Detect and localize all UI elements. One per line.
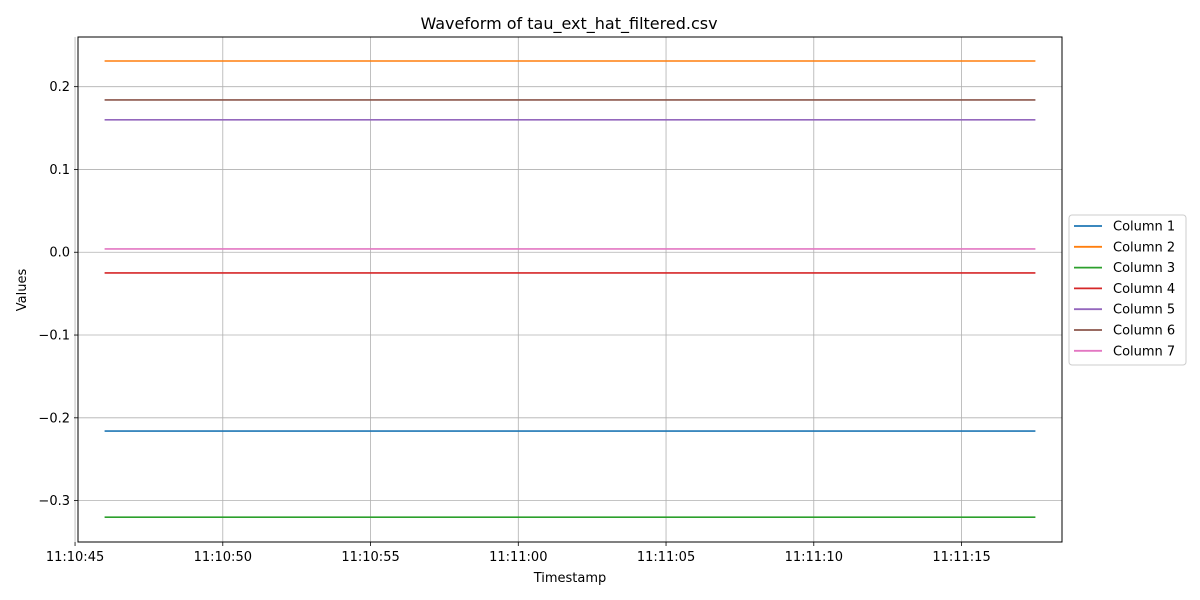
legend-label-column-1: Column 1	[1113, 220, 1175, 235]
legend-frame	[1068, 214, 1187, 366]
y-axis: −0.3 −0.2 −0.1 0.0 0.1 0.2	[38, 80, 78, 509]
chart-title: Waveform of tau_ext_hat_filtered.csv	[420, 14, 717, 34]
legend: Column 1 Column 2 Column 3 Column 4 Column 5…	[1068, 214, 1187, 366]
plot-frame	[77, 36, 1063, 543]
x-tick-label: 11:11:00	[489, 550, 547, 565]
series-lines	[104, 60, 1036, 518]
x-axis: 11:10:45 11:10:50 11:10:55 11:11:00 11:11:05…	[46, 542, 991, 565]
legend-label-column-6: Column 6	[1113, 324, 1175, 339]
y-tick-label: 0.0	[49, 246, 70, 261]
legend-label-column-5: Column 5	[1113, 303, 1175, 318]
x-axis-label: Timestamp	[533, 571, 607, 586]
y-tick-label: 0.1	[49, 163, 70, 178]
x-tick-label: 11:11:15	[932, 550, 990, 565]
x-tick-label: 11:10:50	[194, 550, 252, 565]
y-tick-label: 0.2	[49, 80, 70, 95]
y-tick-label: −0.3	[38, 494, 70, 509]
legend-label-column-3: Column 3	[1113, 261, 1175, 276]
grid-lines	[74, 37, 1062, 542]
x-tick-label: 11:10:45	[46, 550, 104, 565]
legend-label-column-7: Column 7	[1113, 344, 1175, 359]
y-tick-label: −0.1	[38, 329, 70, 344]
x-tick-label: 11:11:10	[785, 550, 843, 565]
y-axis-label: Values	[15, 269, 30, 312]
x-tick-label: 11:10:55	[341, 550, 399, 565]
legend-label-column-4: Column 4	[1113, 282, 1175, 297]
y-tick-label: −0.2	[38, 411, 70, 426]
x-tick-label: 11:11:05	[637, 550, 695, 565]
legend-label-column-2: Column 2	[1113, 240, 1175, 255]
